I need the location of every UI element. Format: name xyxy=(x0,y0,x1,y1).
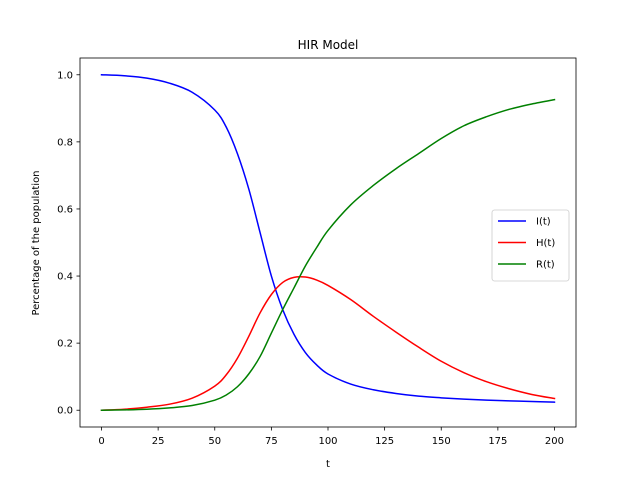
y-axis-label: Percentage of the population xyxy=(31,170,42,315)
legend-label-2: H(t) xyxy=(536,238,555,249)
x-tick-label: 0 xyxy=(98,436,104,447)
chart-title: HIR Model xyxy=(298,38,359,52)
x-tick-label: 150 xyxy=(432,436,451,447)
y-tick-label: 0.2 xyxy=(57,339,73,350)
series-line-3 xyxy=(100,98,556,411)
x-axis-label: t xyxy=(326,459,330,470)
y-tick-label: 0.0 xyxy=(57,406,73,417)
legend-label-3: R(t) xyxy=(536,260,555,271)
x-tick-label: 175 xyxy=(488,436,507,447)
y-tick-label: 1.0 xyxy=(57,70,73,81)
plot-frame xyxy=(79,57,577,428)
x-tick-label: 25 xyxy=(152,436,165,447)
x-tick-label: 50 xyxy=(208,436,221,447)
x-tick-label: 75 xyxy=(265,436,278,447)
x-tick-label: 100 xyxy=(318,436,337,447)
x-tick-label: 200 xyxy=(545,436,564,447)
plot-area: 0 25 50 75 100 125 150 175 200 0.0 0.2 0.4 0.6 0.8 1.0 xyxy=(57,57,577,447)
x-tick-label: 125 xyxy=(375,436,394,447)
y-tick-label: 0.4 xyxy=(57,272,73,283)
legend: I(t) H(t) R(t) xyxy=(491,209,570,282)
series-line-1 xyxy=(100,73,556,403)
legend-label-1: I(t) xyxy=(536,217,551,228)
y-tick-label: 0.8 xyxy=(57,137,73,148)
y-tick-label: 0.6 xyxy=(57,204,73,215)
